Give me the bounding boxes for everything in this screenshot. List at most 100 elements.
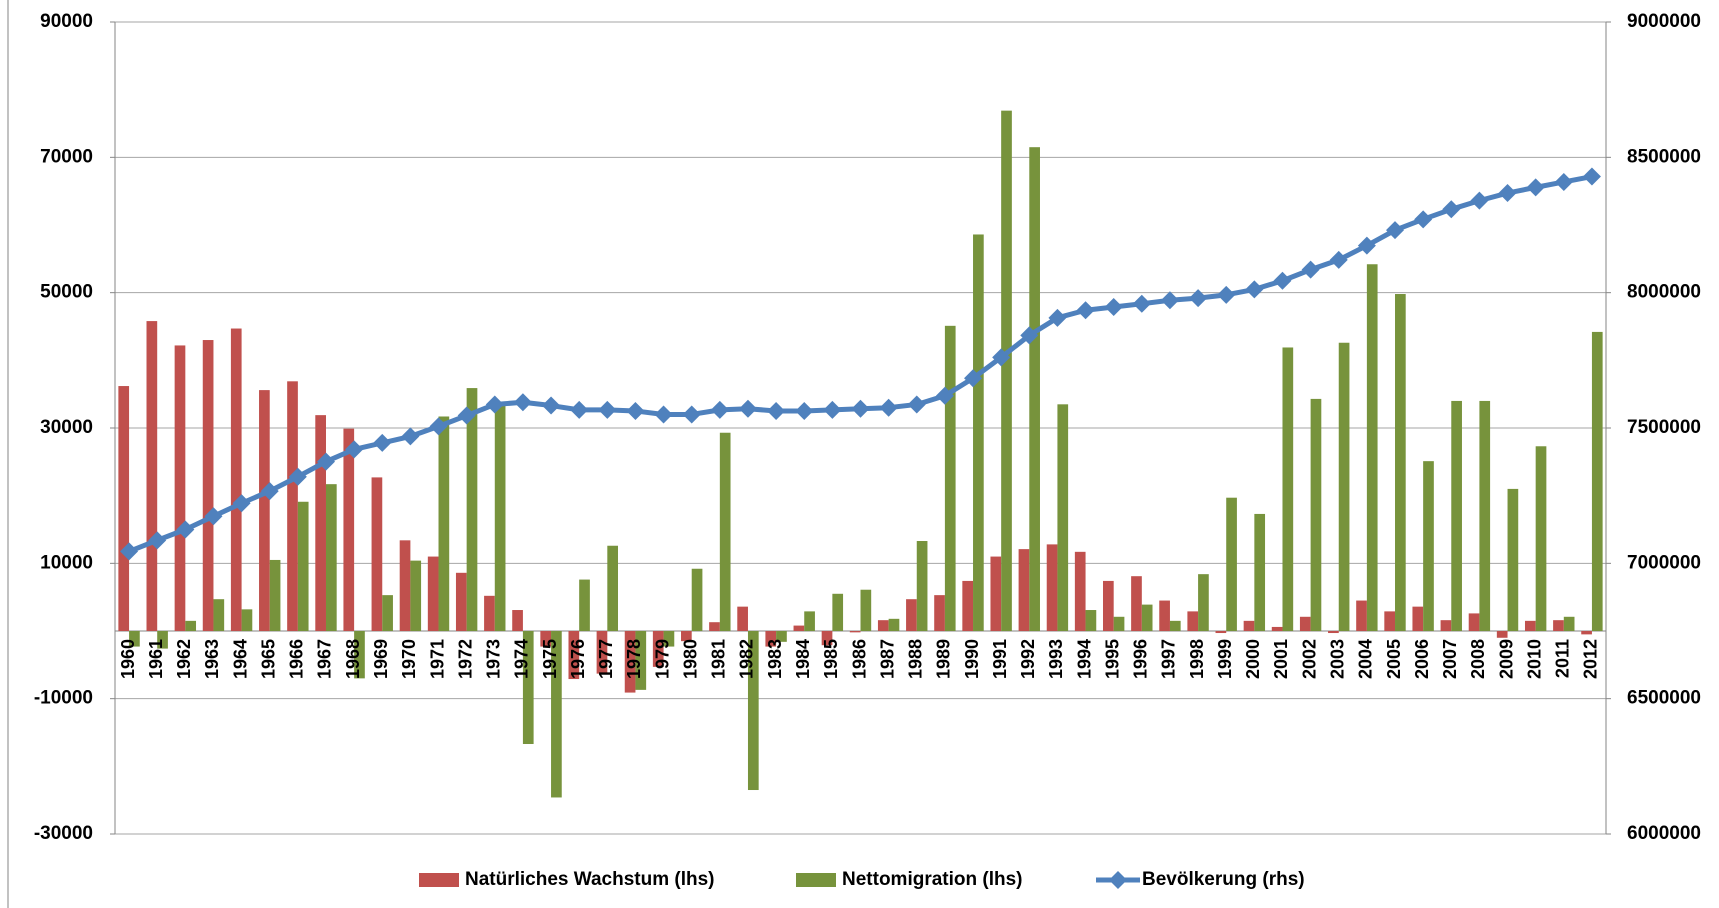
bar [118, 386, 130, 631]
marker [316, 452, 335, 471]
bar [1563, 616, 1575, 631]
bar [663, 631, 675, 647]
bar [1412, 606, 1424, 631]
bar [297, 501, 309, 631]
x-tick-label: 1997 [1159, 639, 1179, 679]
y2-tick-label: 8500000 [1627, 146, 1701, 167]
marker [1470, 191, 1489, 210]
marker [992, 348, 1011, 367]
marker [964, 369, 983, 388]
bar [522, 631, 534, 745]
marker [1076, 301, 1095, 320]
bar [269, 559, 281, 631]
marker [1245, 280, 1264, 299]
y-tick-label: 10000 [40, 552, 93, 573]
marker [120, 542, 139, 561]
x-tick-label: 2003 [1327, 639, 1347, 679]
bar [343, 428, 355, 631]
marker [1554, 172, 1573, 191]
x-tick-label: 1962 [174, 639, 194, 679]
y2-tick-label: 9000000 [1627, 11, 1701, 32]
bar [849, 631, 861, 633]
bar [1479, 400, 1491, 631]
marker [485, 395, 504, 414]
bar [466, 388, 478, 631]
marker [1048, 308, 1067, 327]
x-tick-label: 2009 [1496, 639, 1516, 679]
bar [1384, 611, 1396, 631]
marker [710, 400, 729, 419]
marker [823, 400, 842, 419]
bar [1366, 264, 1378, 631]
marker [1329, 250, 1348, 269]
bar [1310, 398, 1322, 631]
x-tick-label: 1976 [568, 639, 588, 679]
bar [174, 345, 186, 631]
legend-label: Natürliches Wachstum (lhs) [465, 869, 715, 890]
bar [681, 631, 692, 642]
x-tick-label: 1966 [287, 639, 307, 679]
bar [1328, 631, 1339, 634]
bar [906, 599, 917, 631]
marker [429, 417, 448, 436]
bar [230, 328, 242, 631]
x-tick-label: 2010 [1524, 639, 1544, 679]
bar [1254, 513, 1266, 631]
bar [596, 631, 608, 674]
x-tick-label: 2006 [1412, 639, 1432, 679]
bar [973, 234, 984, 631]
marker [176, 520, 195, 539]
x-tick-label: 1983 [765, 639, 785, 679]
bar [399, 540, 411, 631]
marker [1301, 260, 1320, 279]
bar [579, 579, 590, 631]
x-tick-label: 1996 [1131, 639, 1151, 679]
y-tick-label: 50000 [40, 282, 93, 303]
x-tick-label: 2002 [1299, 639, 1319, 679]
bar [719, 432, 731, 631]
bar [354, 631, 365, 679]
x-tick-label: 1999 [1215, 639, 1235, 679]
x-tick-label: 1993 [1046, 639, 1066, 679]
bar [624, 631, 636, 693]
bar [410, 560, 422, 631]
bar [325, 484, 337, 631]
bar [1440, 620, 1452, 631]
x-tick-label: 1968 [343, 639, 363, 679]
bar [1141, 604, 1153, 631]
bar [551, 631, 562, 798]
legend-label: Bevölkerung (rhs) [1142, 869, 1305, 890]
bar [1102, 580, 1114, 631]
x-tick-label: 1988 [906, 639, 926, 679]
x-tick-label: 2000 [1243, 639, 1263, 679]
marker [879, 398, 898, 417]
marker [457, 406, 476, 425]
marker [513, 393, 532, 412]
x-tick-label: 1989 [934, 639, 954, 679]
x-tick-label: 1985 [821, 639, 841, 679]
bar [157, 631, 168, 649]
bar [821, 631, 833, 646]
bar [185, 620, 197, 631]
bar [129, 631, 140, 647]
marker [1273, 271, 1292, 290]
bar [765, 631, 777, 647]
marker [1104, 298, 1123, 317]
bar [916, 541, 928, 631]
bar [1187, 611, 1199, 631]
bar [568, 631, 580, 680]
marker [260, 482, 279, 501]
bar [1423, 461, 1434, 631]
x-tick-label: 1992 [1018, 639, 1038, 679]
marker [767, 401, 786, 420]
marker [851, 399, 870, 418]
x-tick-label: 1961 [146, 639, 166, 679]
bar [793, 625, 805, 631]
bar [1591, 331, 1603, 631]
x-tick-label: 2012 [1581, 639, 1601, 679]
y-tick-label: 90000 [40, 11, 93, 32]
y-tick-label: -10000 [34, 688, 93, 709]
bar [1131, 576, 1142, 631]
y2-tick-label: 7000000 [1627, 552, 1701, 573]
marker [1160, 291, 1179, 310]
